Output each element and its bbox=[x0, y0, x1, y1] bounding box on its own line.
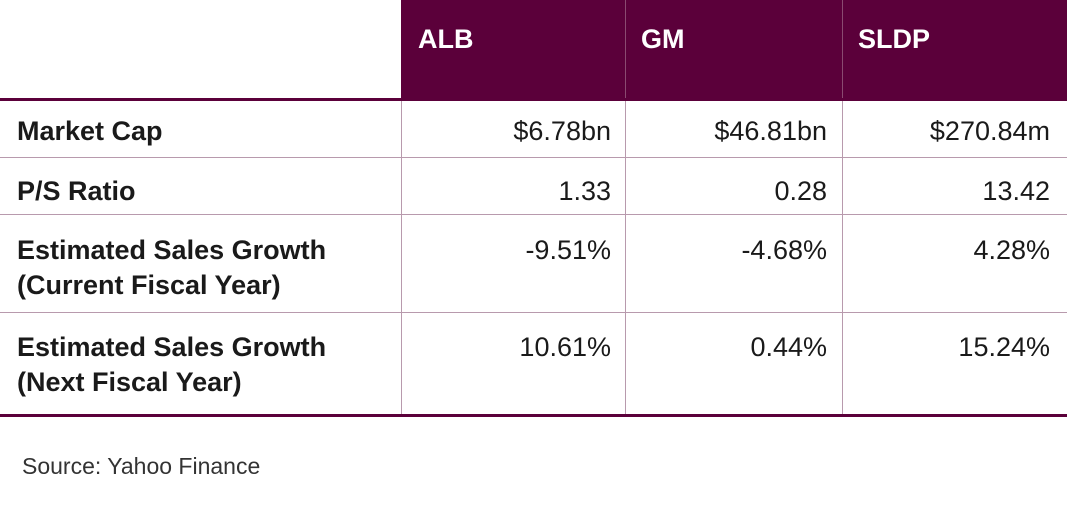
comparison-table: ALB GM SLDP Market Cap $6.78bn $46.81bn … bbox=[0, 0, 1067, 417]
table-row-ps-ratio: P/S Ratio 1.33 0.28 13.42 bbox=[0, 158, 1067, 214]
row-label-line-1: Estimated Sales Growth bbox=[17, 332, 327, 362]
row-label: Market Cap bbox=[17, 116, 163, 146]
row-label-line-2: (Current Fiscal Year) bbox=[17, 270, 281, 300]
cell-alb: $6.78bn bbox=[513, 116, 611, 146]
column-separator bbox=[842, 101, 843, 414]
row-separator bbox=[0, 312, 1067, 313]
cell-sldp: 15.24% bbox=[958, 332, 1050, 362]
table-row-sales-growth-next: Estimated Sales Growth (Next Fiscal Year… bbox=[0, 313, 1067, 414]
row-label-line-2: (Next Fiscal Year) bbox=[17, 367, 242, 397]
cell-sldp: 4.28% bbox=[973, 235, 1050, 265]
table-bottom-rule bbox=[0, 414, 1067, 417]
cell-gm: 0.44% bbox=[750, 332, 827, 362]
source-note: Source: Yahoo Finance bbox=[22, 453, 261, 479]
header-divider bbox=[625, 0, 626, 98]
cell-gm: -4.68% bbox=[741, 235, 827, 265]
header-background bbox=[401, 0, 1067, 98]
column-header-sldp: SLDP bbox=[858, 24, 931, 54]
column-separator bbox=[625, 101, 626, 414]
table-header-row: ALB GM SLDP bbox=[0, 0, 1067, 98]
header-divider bbox=[842, 0, 843, 98]
cell-alb: 10.61% bbox=[519, 332, 611, 362]
row-label-line-1: Estimated Sales Growth bbox=[17, 235, 327, 265]
cell-gm: 0.28 bbox=[774, 176, 827, 206]
column-header-alb: ALB bbox=[418, 24, 474, 54]
column-separator bbox=[401, 101, 402, 414]
row-separator bbox=[0, 214, 1067, 215]
row-separator bbox=[0, 157, 1067, 158]
row-label: P/S Ratio bbox=[17, 176, 136, 206]
table-row-market-cap: Market Cap $6.78bn $46.81bn $270.84m bbox=[0, 101, 1067, 157]
cell-sldp: $270.84m bbox=[929, 116, 1050, 146]
table-row-sales-growth-current: Estimated Sales Growth (Current Fiscal Y… bbox=[0, 215, 1067, 312]
cell-gm: $46.81bn bbox=[714, 116, 827, 146]
table-top-rule bbox=[0, 98, 1067, 101]
column-header-gm: GM bbox=[641, 24, 685, 54]
cell-sldp: 13.42 bbox=[982, 176, 1050, 206]
cell-alb: -9.51% bbox=[525, 235, 611, 265]
cell-alb: 1.33 bbox=[558, 176, 611, 206]
